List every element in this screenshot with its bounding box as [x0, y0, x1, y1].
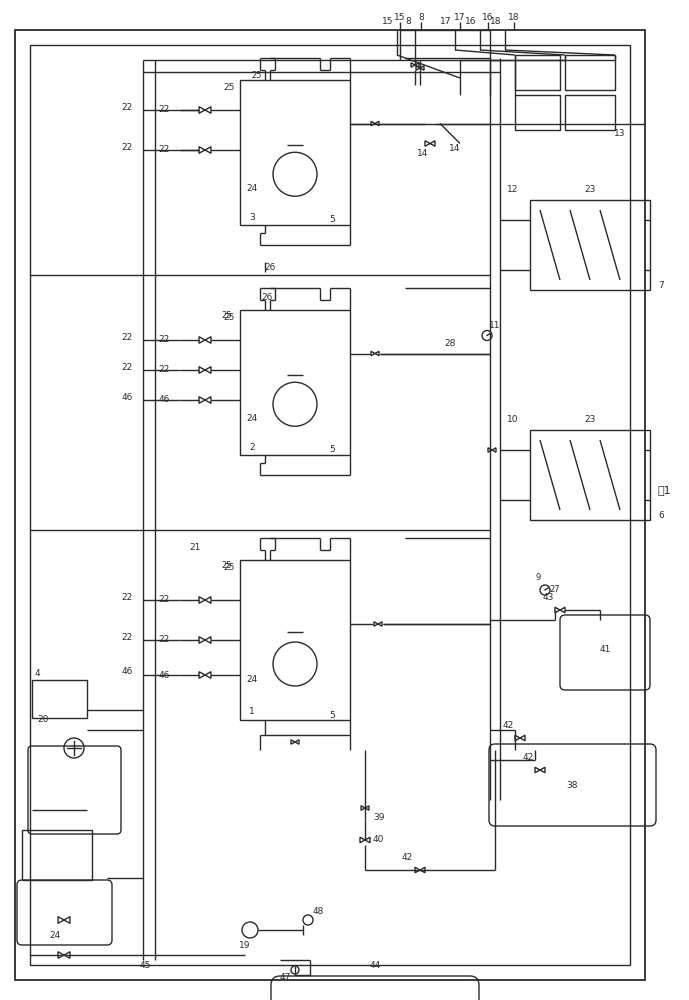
Text: 15: 15	[394, 12, 406, 21]
Text: 12: 12	[506, 186, 518, 194]
Text: 6: 6	[658, 510, 664, 520]
Bar	[565, 55, 615, 90]
Text: 46: 46	[122, 392, 133, 401]
Text: 26: 26	[261, 294, 273, 302]
Text: 11: 11	[489, 321, 501, 330]
Bar	[530, 430, 650, 520]
Text: 25: 25	[221, 560, 232, 570]
Text: 5: 5	[329, 446, 335, 454]
Text: 24: 24	[50, 930, 61, 940]
Text: 22: 22	[122, 142, 133, 151]
Text: 39: 39	[373, 814, 384, 822]
Text: 24: 24	[247, 676, 258, 684]
Text: 19: 19	[239, 940, 251, 950]
Text: 41: 41	[599, 646, 610, 654]
Text: 23: 23	[584, 416, 596, 424]
Bar	[240, 310, 350, 455]
Text: 16: 16	[464, 17, 476, 26]
Text: 23: 23	[584, 186, 596, 194]
Text: 22: 22	[122, 633, 133, 642]
Text: 22: 22	[158, 365, 170, 374]
Text: 47: 47	[279, 974, 291, 982]
Text: 18: 18	[489, 17, 501, 26]
Text: 38: 38	[566, 780, 578, 790]
Text: 5: 5	[329, 710, 335, 720]
Text: 22: 22	[122, 103, 133, 111]
Text: 10: 10	[506, 416, 518, 424]
Text: 16: 16	[482, 12, 494, 21]
Bar	[22, 830, 92, 880]
Text: 24: 24	[247, 184, 258, 193]
Bar	[32, 680, 87, 718]
Text: 43: 43	[542, 593, 554, 602]
Text: 24: 24	[247, 414, 258, 423]
Text: 45: 45	[139, 960, 151, 970]
Text: 25: 25	[251, 70, 262, 80]
Text: 8: 8	[405, 17, 411, 26]
Text: 42: 42	[522, 754, 533, 762]
Text: 21: 21	[189, 544, 200, 552]
Text: 图1: 图1	[657, 485, 670, 495]
Text: 22: 22	[158, 145, 170, 154]
Text: 22: 22	[122, 592, 133, 601]
Text: 42: 42	[502, 722, 513, 730]
Bar	[530, 200, 650, 290]
Text: 22: 22	[122, 362, 133, 371]
Text: 44: 44	[369, 960, 380, 970]
Text: 3: 3	[249, 213, 255, 222]
Bar	[515, 95, 560, 130]
Text: 8: 8	[418, 12, 424, 21]
Text: 5: 5	[329, 216, 335, 225]
Text: 46: 46	[158, 670, 170, 680]
Text: 2: 2	[249, 442, 255, 452]
Text: 15: 15	[382, 17, 393, 26]
Text: 40: 40	[373, 836, 384, 844]
Text: 25: 25	[224, 84, 235, 93]
Text: 25: 25	[224, 564, 235, 572]
Text: 22: 22	[158, 336, 170, 344]
Text: 25: 25	[221, 310, 232, 320]
Bar	[30, 45, 630, 965]
Bar	[240, 560, 350, 720]
Text: 27: 27	[550, 585, 560, 594]
Bar	[565, 95, 615, 130]
Text: 46: 46	[122, 668, 133, 676]
Bar	[240, 80, 350, 225]
Text: 7: 7	[658, 280, 664, 290]
Text: 42: 42	[402, 854, 413, 862]
Text: 14: 14	[449, 144, 461, 153]
Text: 1: 1	[249, 708, 255, 716]
Text: 20: 20	[37, 716, 48, 724]
Text: 28: 28	[444, 339, 455, 348]
Text: 22: 22	[158, 636, 170, 645]
Text: 22: 22	[122, 332, 133, 342]
Text: 22: 22	[158, 105, 170, 114]
Text: 48: 48	[312, 908, 324, 916]
Text: 14: 14	[418, 149, 429, 158]
Text: 4: 4	[35, 670, 41, 678]
Text: 18: 18	[508, 12, 520, 21]
Text: 25: 25	[224, 314, 235, 322]
Text: 17: 17	[440, 17, 451, 26]
Text: 9: 9	[535, 574, 541, 582]
Text: 13: 13	[615, 129, 626, 138]
Text: 46: 46	[158, 395, 170, 404]
Text: 22: 22	[158, 595, 170, 604]
Text: 26: 26	[265, 262, 276, 271]
Bar	[515, 55, 560, 90]
Text: 17: 17	[454, 12, 466, 21]
